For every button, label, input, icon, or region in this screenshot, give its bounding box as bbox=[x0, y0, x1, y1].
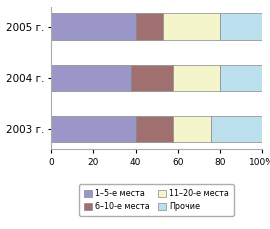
Bar bbox=[136, 116, 173, 142]
Bar bbox=[51, 116, 136, 142]
Bar bbox=[51, 65, 131, 91]
Bar bbox=[163, 13, 220, 40]
Bar bbox=[220, 13, 262, 40]
Bar bbox=[173, 116, 211, 142]
Bar bbox=[136, 13, 163, 40]
Bar bbox=[220, 65, 262, 91]
Bar bbox=[51, 13, 136, 40]
Legend: 1–5-е места, 6–10-е места, 11–20-е места, Прочие: 1–5-е места, 6–10-е места, 11–20-е места… bbox=[79, 184, 234, 216]
Bar bbox=[173, 65, 220, 91]
Bar bbox=[211, 116, 262, 142]
Bar bbox=[131, 65, 173, 91]
